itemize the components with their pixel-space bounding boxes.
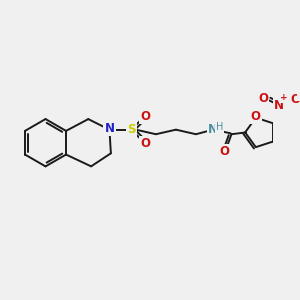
Text: S: S xyxy=(127,123,136,136)
Text: O: O xyxy=(251,110,261,123)
Text: N: N xyxy=(208,123,218,136)
Text: N: N xyxy=(104,122,115,135)
Text: O: O xyxy=(290,93,300,106)
Text: O: O xyxy=(140,110,150,122)
Text: O: O xyxy=(219,145,229,158)
Text: O: O xyxy=(140,137,150,150)
Text: N: N xyxy=(274,99,284,112)
Text: −: − xyxy=(298,91,300,100)
Text: O: O xyxy=(258,92,268,105)
Text: +: + xyxy=(280,93,288,102)
Text: H: H xyxy=(216,122,223,132)
